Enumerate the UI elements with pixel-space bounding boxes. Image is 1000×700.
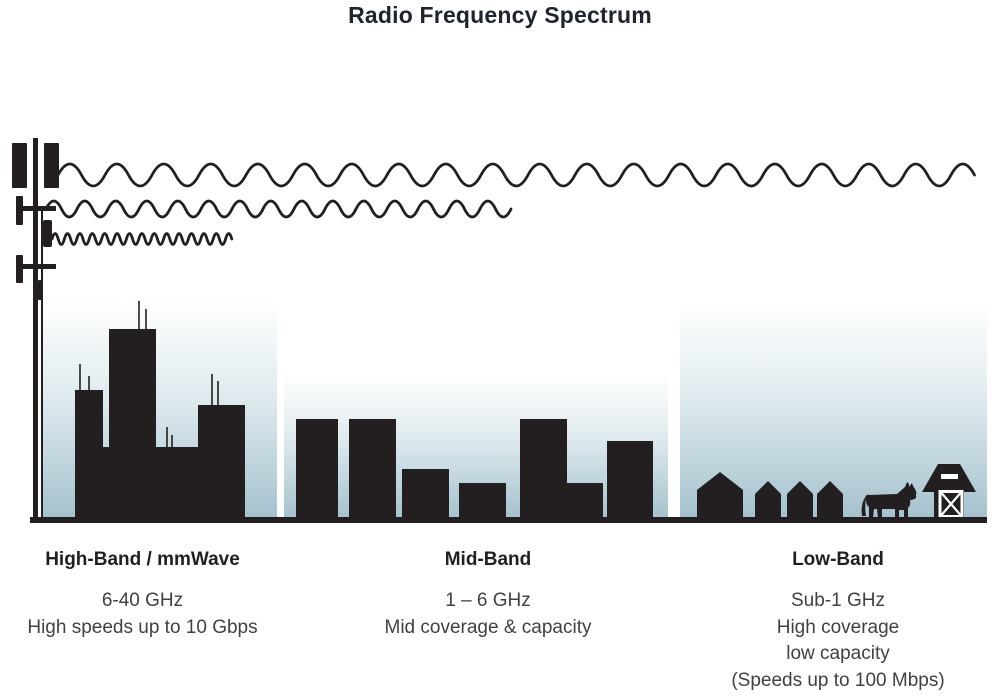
high-band-label: High-Band / mmWave 6-40 GHz High speeds … (15, 549, 270, 641)
low-band-frequency: Sub-1 GHz (791, 590, 885, 611)
low-band-label: Low-Band Sub-1 GHz High coverage low cap… (708, 549, 968, 694)
cow-icon (861, 482, 917, 518)
skyscraper-1 (75, 390, 103, 520)
rooftop-antennas (79, 301, 219, 448)
mid-building-4 (459, 483, 506, 520)
low-band-coverage: High coverage (776, 616, 900, 638)
house-2 (755, 481, 781, 520)
mid-building-7 (607, 441, 653, 520)
low-band-heading: Low-Band (792, 549, 884, 570)
mid-building-5 (520, 419, 567, 520)
skyscraper-2 (109, 329, 156, 520)
high-band-description: High speeds up to 10 Gbps (27, 616, 258, 638)
low-band-speed: (Speeds up to 100 Mbps) (731, 669, 945, 691)
mid-band-description: Mid coverage & capacity (384, 616, 592, 638)
house-1 (697, 472, 743, 520)
house-4 (817, 481, 843, 520)
high-band-frequency: 6-40 GHz (101, 590, 184, 611)
high-band-heading: High-Band / mmWave (45, 549, 240, 570)
house-3 (787, 481, 813, 520)
low-band-capacity: low capacity (786, 643, 890, 664)
spectrum-illustration (12, 138, 987, 523)
ground-line (30, 517, 987, 523)
cell-tower-icon (12, 138, 59, 518)
mid-band-heading: Mid-Band (444, 549, 532, 570)
farm-scene (697, 464, 976, 520)
page-title: Radio Frequency Spectrum (348, 2, 652, 28)
mid-frequency-wave (44, 199, 513, 219)
barn-icon (922, 464, 976, 520)
skyscraper-3 (198, 405, 245, 520)
mid-band-label: Mid-Band 1 – 6 GHz Mid coverage & capaci… (358, 549, 618, 641)
mid-band-frequency: 1 – 6 GHz (445, 590, 531, 611)
mid-building-1 (296, 419, 338, 520)
mid-building-2 (349, 419, 396, 520)
high-frequency-wave (50, 232, 234, 246)
city-skyline (75, 301, 245, 520)
mid-building-6 (567, 483, 603, 520)
low-frequency-wave (56, 162, 976, 188)
town-skyline (296, 419, 653, 520)
mid-building-3 (402, 469, 449, 520)
